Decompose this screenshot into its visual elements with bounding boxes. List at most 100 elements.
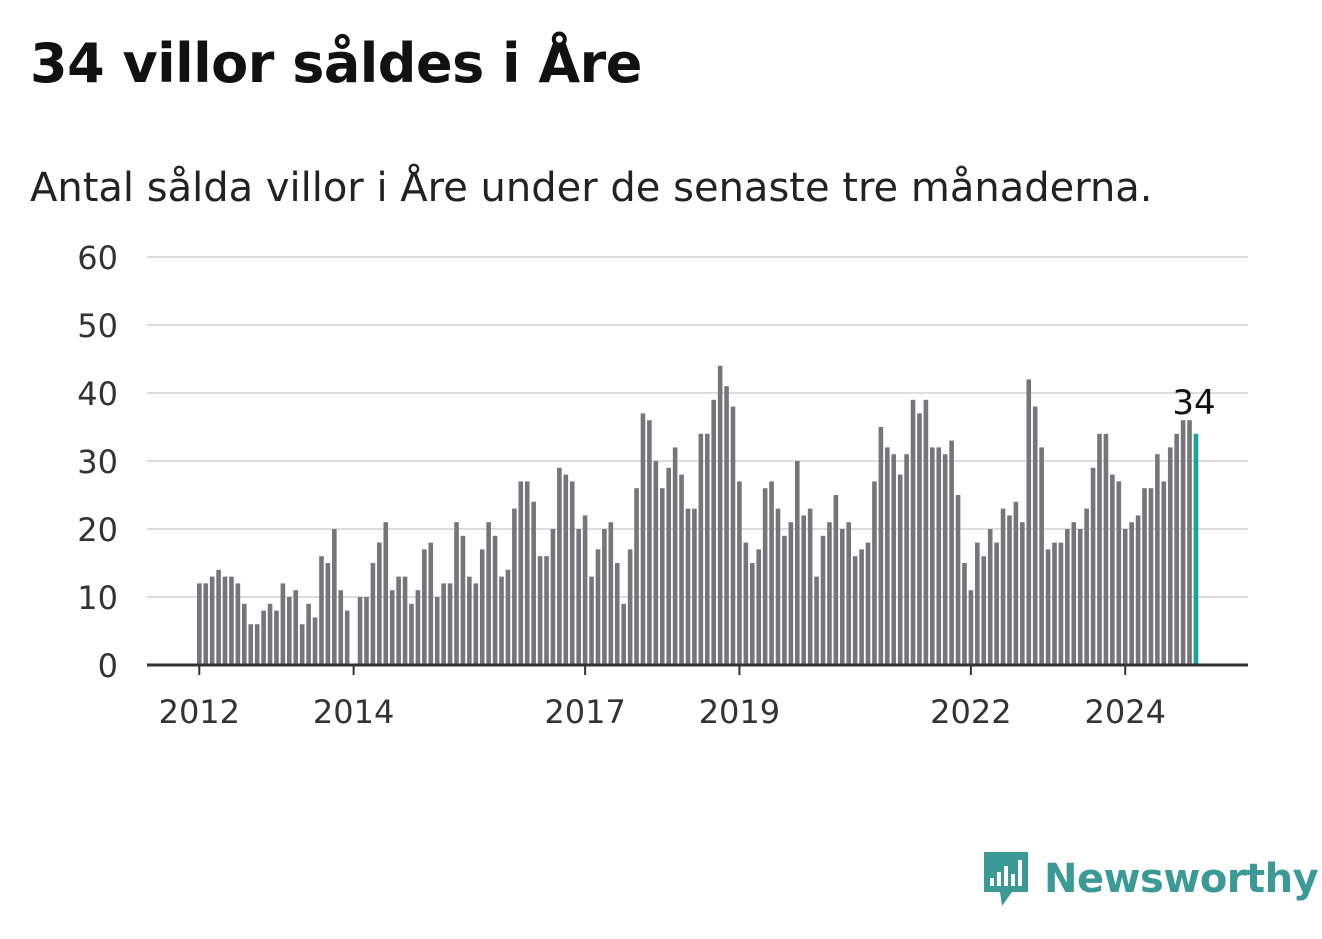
bar — [685, 508, 691, 665]
bar — [1090, 467, 1096, 665]
bar — [422, 549, 427, 665]
bar — [634, 488, 639, 665]
bar — [1077, 529, 1083, 665]
bar — [737, 481, 742, 665]
x-tick-label: 2022 — [930, 693, 1011, 731]
bars — [197, 365, 1199, 665]
bar — [563, 474, 569, 665]
bar — [775, 508, 781, 665]
bar — [216, 569, 221, 665]
bar — [904, 454, 909, 665]
bar — [801, 515, 807, 665]
bar — [711, 399, 716, 665]
bar — [1058, 542, 1064, 665]
bar — [287, 597, 292, 665]
bar — [274, 610, 279, 665]
bar — [936, 447, 942, 665]
x-tick-label: 2012 — [159, 693, 240, 731]
bar — [794, 461, 800, 665]
x-tick-label: 2019 — [699, 693, 780, 731]
bar — [557, 467, 562, 665]
labels: 0 10 20 30 40 50 60 2012 2014 2017 2019 2022 2024 34 — [77, 239, 1215, 731]
bar — [396, 576, 401, 665]
y-tick-label: 20 — [77, 511, 118, 549]
bar — [788, 522, 794, 665]
bar — [891, 454, 897, 665]
newsworthy-logo-icon — [984, 852, 1028, 906]
bar — [460, 535, 466, 665]
bar — [975, 542, 980, 665]
bar — [987, 529, 993, 665]
chart-subtitle: Antal sålda villor i Åre under de senast… — [30, 165, 1153, 211]
bar — [415, 590, 421, 665]
bar — [814, 576, 819, 665]
bar — [640, 413, 646, 665]
bar — [1026, 379, 1032, 665]
bar — [1110, 474, 1115, 665]
bar — [569, 481, 575, 665]
bar — [659, 488, 665, 665]
bar — [377, 542, 382, 665]
x-tick-label: 2024 — [1085, 693, 1166, 731]
y-tick-label: 60 — [77, 239, 118, 277]
bar — [280, 583, 286, 665]
bar — [248, 624, 254, 665]
axes — [147, 663, 1248, 675]
bar — [608, 522, 614, 665]
bar — [383, 522, 389, 665]
x-tick-label: 2017 — [544, 693, 625, 731]
bar — [499, 576, 504, 665]
bar — [505, 569, 511, 665]
x-tick-label: 2014 — [313, 693, 394, 731]
bar — [1142, 488, 1147, 665]
bar — [441, 583, 446, 665]
bar — [1135, 515, 1141, 665]
bar — [717, 365, 723, 665]
bar — [428, 542, 434, 665]
bar — [229, 576, 234, 665]
bar — [782, 535, 787, 665]
bar — [846, 522, 852, 665]
brand-name: Newsworthy — [1044, 856, 1319, 902]
y-tick-label: 10 — [77, 579, 118, 617]
bar — [222, 576, 228, 665]
bar — [1065, 529, 1070, 665]
bar — [203, 583, 209, 665]
bar — [621, 603, 626, 665]
bar — [1148, 488, 1154, 665]
bar — [1020, 522, 1025, 665]
bar — [306, 603, 311, 665]
bar — [872, 481, 877, 665]
bar — [827, 522, 832, 665]
bar — [1039, 447, 1044, 665]
bar — [942, 454, 948, 665]
bar — [962, 563, 967, 665]
bar — [820, 535, 826, 665]
bar — [878, 427, 884, 665]
bar — [325, 563, 331, 665]
bar — [492, 535, 498, 665]
bar — [672, 447, 678, 665]
y-tick-label: 50 — [77, 307, 118, 345]
bar — [319, 556, 324, 665]
bar — [994, 542, 999, 665]
bar — [479, 549, 485, 665]
bar — [840, 529, 845, 665]
bar — [544, 556, 549, 665]
bar — [550, 529, 556, 665]
bar — [666, 467, 671, 665]
bar — [389, 590, 395, 665]
grid-lines — [147, 256, 1248, 598]
bar — [833, 495, 839, 665]
bar — [647, 420, 652, 665]
bar — [447, 583, 453, 665]
bar — [923, 399, 929, 665]
bar — [486, 522, 491, 665]
bar — [595, 549, 601, 665]
bar — [704, 433, 710, 665]
bar — [197, 583, 202, 665]
bar — [332, 529, 337, 665]
bar — [537, 556, 543, 665]
bar — [454, 522, 459, 665]
bar — [299, 624, 305, 665]
